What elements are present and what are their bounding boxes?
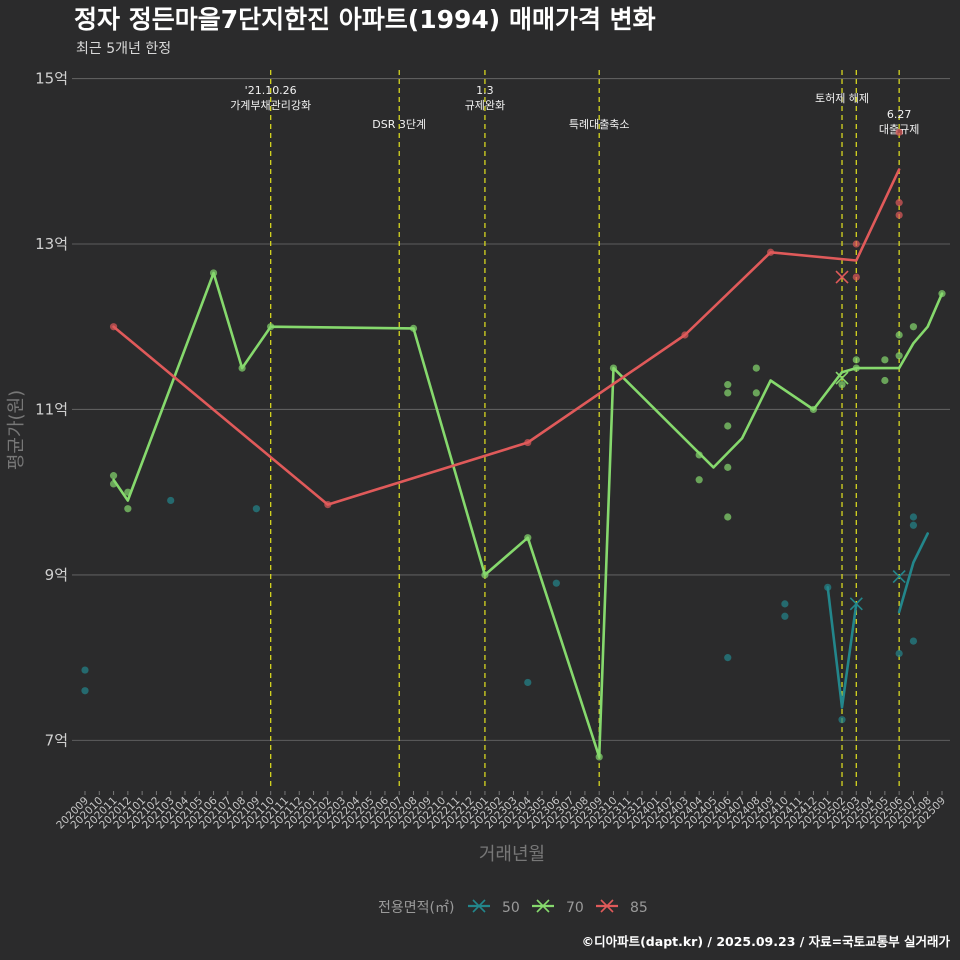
legend: 전용면적(㎡) 50 70 85 [378,899,648,916]
data-point-50 [781,612,789,620]
data-point-70 [838,381,846,389]
event-label: 특례대출축소 [569,118,630,131]
data-point-85 [895,128,903,136]
cross-marker-85 [835,270,849,284]
data-point-70 [752,364,760,372]
data-point-70 [852,356,860,364]
event-label: '21.10.26 [245,84,297,97]
data-point-70 [695,476,703,484]
data-point-50 [167,496,175,505]
event-label: 토허제 해제 [815,91,869,105]
series-line-70 [112,271,944,759]
data-point-50 [81,666,89,674]
data-point-70 [895,331,903,339]
y-tick-label: 13억 [35,235,68,253]
series-line-50 [826,585,858,709]
series-line-50-b [897,532,930,614]
legend-label-50: 50 [502,900,520,916]
cross-marker-70 [835,371,849,385]
cross-marker-50 [892,569,906,584]
data-point-70 [909,323,918,331]
legend-cross-50 [472,899,486,913]
data-point-70 [881,376,889,385]
data-point-50 [909,521,918,529]
y-axis-title: 평균가(원) [6,390,27,470]
y-tick-label: 9억 [45,566,68,584]
event-label: 6.27 [887,108,912,121]
chart-subtitle: 최근 5개년 한정 [76,41,171,57]
x-axis-title: 거래년월 [479,844,545,865]
y-tick-label: 11억 [35,400,68,418]
data-point-50 [781,600,789,608]
y-tick-label: 15억 [35,70,68,88]
data-point-50 [909,637,918,645]
data-point-50 [838,716,846,724]
data-point-50 [81,687,89,695]
series-line-85 [112,168,901,506]
data-point-50 [724,654,732,662]
data-point-70 [724,381,732,389]
legend-label-70: 70 [566,900,584,916]
legend-title: 전용면적(㎡) [378,900,454,916]
event-label: 규제완화 [465,99,505,112]
data-point-70 [752,389,760,397]
data-point-85 [895,199,903,207]
data-point-50 [252,505,260,513]
legend-cross-85 [600,899,614,913]
source-caption: ©디아파트(dapt.kr) / 2025.09.23 / 자료=국토교통부 실… [582,934,951,949]
data-point-85 [852,240,860,248]
data-point-70 [724,513,732,521]
cross-marker-50 [849,597,863,611]
data-point-70 [895,352,903,360]
event-label: 1.3 [476,84,494,97]
data-point-70 [724,422,732,430]
data-point-50 [909,513,918,521]
chart-title: 정자 정든마을7단지한진 아파트(1994) 매매가격 변화 [74,5,656,34]
data-point-70 [724,389,732,397]
legend-label-85: 85 [630,900,648,916]
event-label: 가계부채관리강화 [230,99,311,112]
data-point-70 [124,505,132,513]
data-point-50 [524,678,532,687]
legend-cross-70 [536,899,550,913]
data-point-70 [881,356,889,364]
data-point-85 [895,211,903,219]
data-point-50 [895,649,903,658]
data-point-70 [109,472,118,480]
event-label: DSR 3단계 [372,118,426,131]
data-point-50 [552,579,560,587]
data-point-70 [724,463,732,471]
data-point-85 [852,273,860,281]
y-tick-label: 7억 [45,731,68,749]
